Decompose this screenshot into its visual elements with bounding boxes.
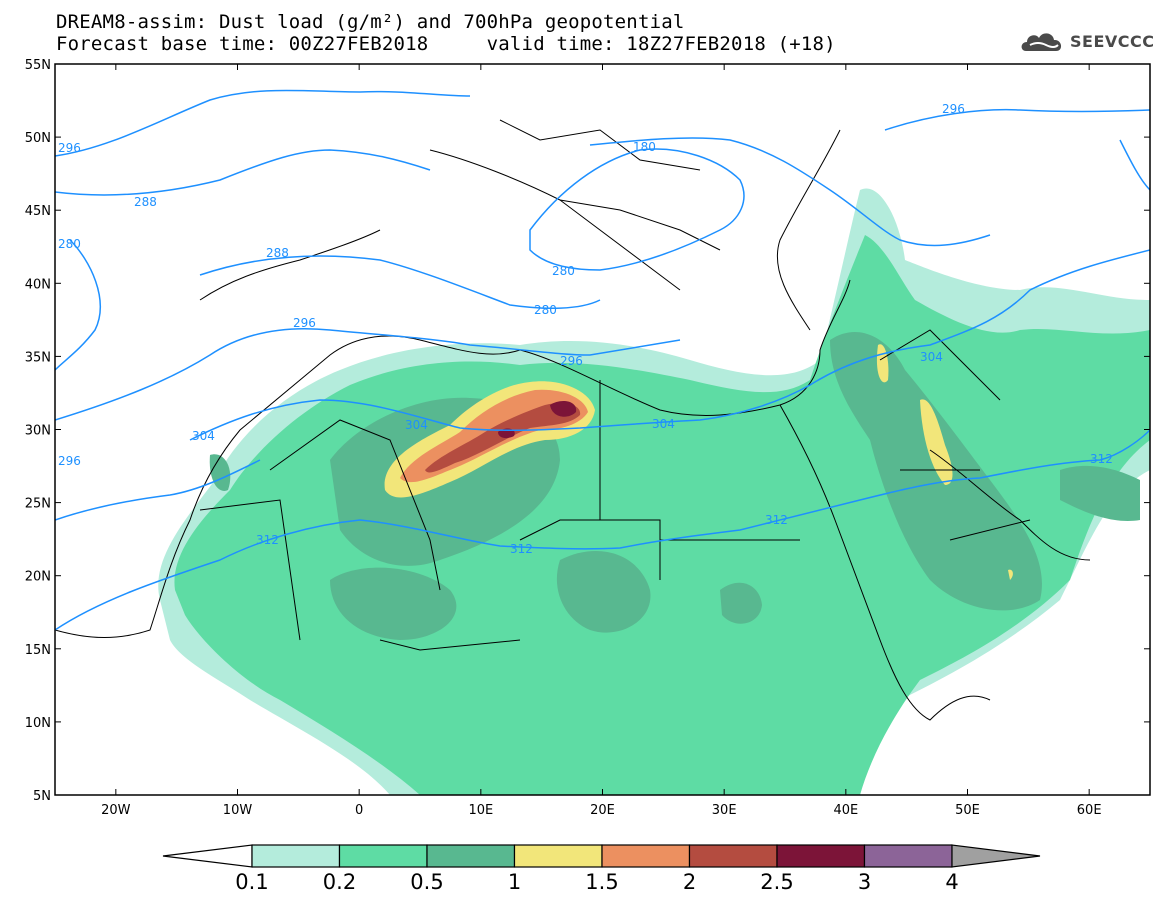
colorbar: 0.1 0.2 0.5 1 1.5 2 2.5 3 4 [162,844,1041,894]
seevccc-logo: SEEVCCC [1018,26,1155,56]
lon-tick-label: 60E [1077,803,1102,818]
lat-tick-label: 5N [33,789,51,804]
contour-label: 312 [256,533,279,547]
contour-label: 304 [192,429,215,443]
contour-label: 312 [1090,452,1113,466]
lon-tick-label: 10E [468,803,493,818]
contour-label: 296 [293,316,316,330]
colorbar-swatch [426,844,516,868]
lon-tick-label: 20W [101,803,131,818]
contour-label: 180 [633,140,656,154]
contour-label: 288 [266,246,289,260]
lat-tick-label: 55N [25,58,51,73]
dust-level-2 [425,403,581,473]
coastlines [55,119,1091,721]
colorbar-label: 1 [508,870,521,894]
latitude-axis: 55N 50N 45N 40N 35N 30N 25N 20N 15N 10N 5N [25,58,1150,804]
cloud-icon [1021,33,1062,51]
contour-label: 312 [510,542,533,556]
lon-tick-label: 0 [355,803,363,818]
map-title: DREAM8-assim: Dust load (g/m²) and 700hP… [56,11,685,33]
lat-tick-label: 20N [25,570,51,585]
contour-label: 304 [920,350,943,364]
lon-tick-label: 20E [590,803,615,818]
lon-tick-label: 10W [223,803,253,818]
dust-field [158,188,1150,795]
lat-tick-label: 35N [25,350,51,365]
colorbar-label: 4 [945,870,958,894]
colorbar-swatch [601,844,691,868]
colorbar-swatch [513,844,603,868]
colorbar-swatch [688,844,778,868]
contour-label-group: 296 288 280 288 296 296 304 304 296 280 … [58,102,1113,556]
contour-label: 296 [560,354,583,368]
lat-tick-label: 40N [25,277,51,292]
geopotential-contours [55,89,1150,631]
contour-label: 312 [765,513,788,527]
contour-label: 304 [405,418,428,432]
contour-label: 296 [58,141,81,155]
lat-tick-label: 10N [25,716,51,731]
lat-tick-label: 50N [25,131,51,146]
contour-label: 296 [942,102,965,116]
colorbar-swatch [251,844,341,868]
colorbar-label: 2 [683,870,696,894]
forecast-time-line: Forecast base time: 00Z27FEB2018 valid t… [56,33,836,55]
lon-tick-label: 50E [955,803,980,818]
longitude-axis: 20W 10W 0 10E 20E 30E 40E 50E 60E [101,64,1102,818]
lon-tick-label: 30E [712,803,737,818]
lat-tick-label: 30N [25,424,51,439]
colorbar-label: 0.2 [323,870,356,894]
contour-label: 296 [58,454,81,468]
lat-tick-label: 45N [25,204,51,219]
contour-label: 288 [134,195,157,209]
colorbar-label: 0.5 [410,870,443,894]
contour-label: 280 [552,264,575,278]
colorbar-swatch [338,844,428,868]
logo-label: SEEVCCC [1070,31,1155,51]
colorbar-label: 0.1 [235,870,268,894]
colorbar-label: 2.5 [760,870,793,894]
colorbar-label: 1.5 [585,870,618,894]
lat-tick-label: 25N [25,497,51,512]
lon-tick-label: 40E [833,803,858,818]
colorbar-swatch [776,844,866,868]
colorbar-label: 3 [858,870,871,894]
colorbar-over-arrow [951,844,1041,868]
contour-label: 280 [534,303,557,317]
lat-tick-label: 15N [25,643,51,658]
colorbar-swatch [863,844,953,868]
colorbar-under-arrow [162,844,253,868]
contour-label: 280 [58,237,81,251]
contour-label: 304 [652,417,675,431]
